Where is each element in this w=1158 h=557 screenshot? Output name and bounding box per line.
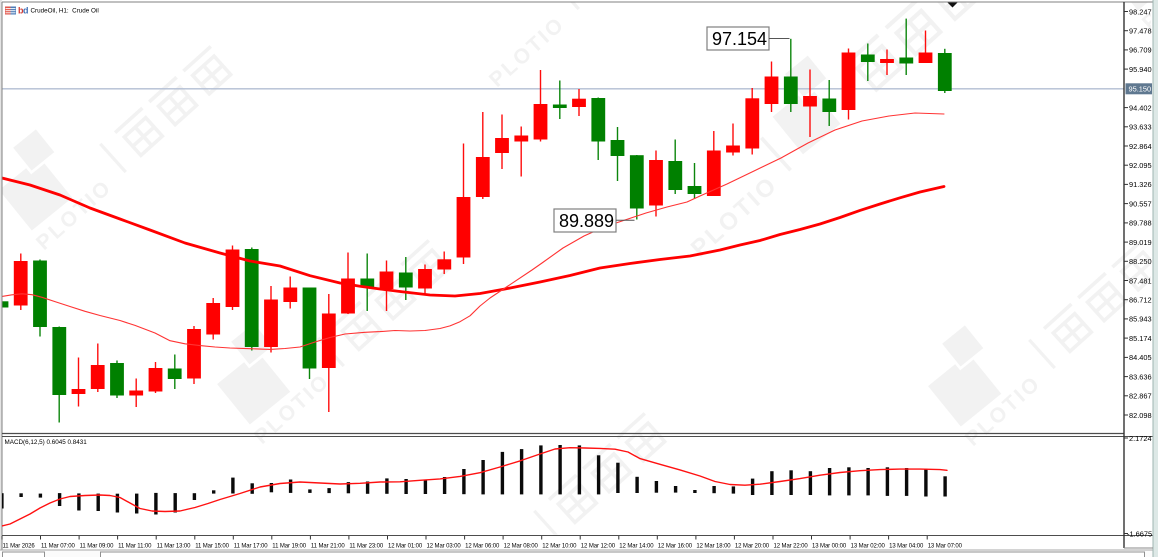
svg-text:85.943: 85.943 [1129, 315, 1152, 324]
svg-text:12 Mar 22:00: 12 Mar 22:00 [774, 544, 809, 550]
svg-text:97.478: 97.478 [1129, 27, 1152, 36]
svg-text:-1.6675: -1.6675 [1127, 530, 1152, 539]
svg-text:91.326: 91.326 [1129, 180, 1152, 189]
svg-text:90.557: 90.557 [1129, 199, 1152, 208]
svg-text:MACD(6,12,5) 0.6045 0.8431: MACD(6,12,5) 0.6045 0.8431 [5, 439, 88, 446]
svg-text:89.019: 89.019 [1129, 238, 1152, 247]
svg-text:11 Mar 15:00: 11 Mar 15:00 [195, 544, 229, 550]
svg-text:92.095: 92.095 [1129, 161, 1152, 170]
svg-text:b: b [18, 6, 24, 16]
svg-text:98.247: 98.247 [1129, 7, 1152, 16]
svg-text:85.174: 85.174 [1129, 334, 1152, 343]
svg-text:11 Mar 13:00: 11 Mar 13:00 [157, 544, 191, 550]
svg-text:82.098: 82.098 [1129, 411, 1152, 420]
svg-text:84.405: 84.405 [1129, 353, 1152, 362]
svg-text:86.712: 86.712 [1129, 296, 1152, 305]
svg-text:12 Mar 14:00: 12 Mar 14:00 [619, 544, 654, 550]
svg-text:12 Mar 10:00: 12 Mar 10:00 [542, 544, 577, 550]
svg-text:13 Mar 00:00: 13 Mar 00:00 [812, 544, 847, 550]
svg-text:93.633: 93.633 [1129, 123, 1152, 132]
svg-text:13 Mar 02:00: 13 Mar 02:00 [851, 544, 886, 550]
svg-text:d: d [23, 6, 29, 16]
svg-text:92.864: 92.864 [1129, 142, 1152, 151]
svg-text:94.402: 94.402 [1129, 103, 1152, 112]
svg-text:97.154: 97.154 [712, 29, 767, 49]
svg-text:11 Mar 07:00: 11 Mar 07:00 [41, 544, 75, 550]
svg-text:89.889: 89.889 [559, 211, 614, 231]
svg-text:11 Mar 09:00: 11 Mar 09:00 [80, 544, 114, 550]
svg-text:95.940: 95.940 [1129, 65, 1152, 74]
svg-text:13 Mar 04:00: 13 Mar 04:00 [889, 544, 924, 550]
svg-text:12 Mar 08:00: 12 Mar 08:00 [504, 544, 539, 550]
svg-text:83.636: 83.636 [1129, 372, 1152, 381]
svg-text:12 Mar 18:00: 12 Mar 18:00 [696, 544, 731, 550]
svg-text:88.250: 88.250 [1129, 257, 1152, 266]
svg-text:12 Mar 12:00: 12 Mar 12:00 [581, 544, 616, 550]
svg-text:12 Mar 20:00: 12 Mar 20:00 [735, 544, 770, 550]
svg-text:11 Mar 23:00: 11 Mar 23:00 [349, 544, 383, 550]
svg-text:2.1724: 2.1724 [1129, 434, 1152, 443]
svg-text:95.150: 95.150 [1129, 85, 1152, 94]
svg-text:11 Mar 21:00: 11 Mar 21:00 [311, 544, 345, 550]
svg-text:CrudeOil, H1: Crude Oil: CrudeOil, H1: Crude Oil [31, 8, 99, 15]
svg-text:12 Mar 16:00: 12 Mar 16:00 [658, 544, 693, 550]
svg-text:96.709: 96.709 [1129, 46, 1152, 55]
svg-text:13 Mar 07:00: 13 Mar 07:00 [928, 544, 963, 550]
svg-text:82.867: 82.867 [1129, 392, 1152, 401]
svg-text:11 Mar 11:00: 11 Mar 11:00 [118, 544, 152, 550]
svg-text:12 Mar 01:00: 12 Mar 01:00 [388, 544, 423, 550]
svg-text:12 Mar 06:00: 12 Mar 06:00 [465, 544, 500, 550]
svg-text:11 Mar 19:00: 11 Mar 19:00 [272, 544, 306, 550]
svg-text:87.481: 87.481 [1129, 276, 1152, 285]
svg-text:12 Mar 03:00: 12 Mar 03:00 [427, 544, 462, 550]
svg-text:11 Mar 2026: 11 Mar 2026 [3, 544, 36, 550]
svg-text:89.788: 89.788 [1129, 219, 1152, 228]
svg-text:11 Mar 17:00: 11 Mar 17:00 [234, 544, 268, 550]
